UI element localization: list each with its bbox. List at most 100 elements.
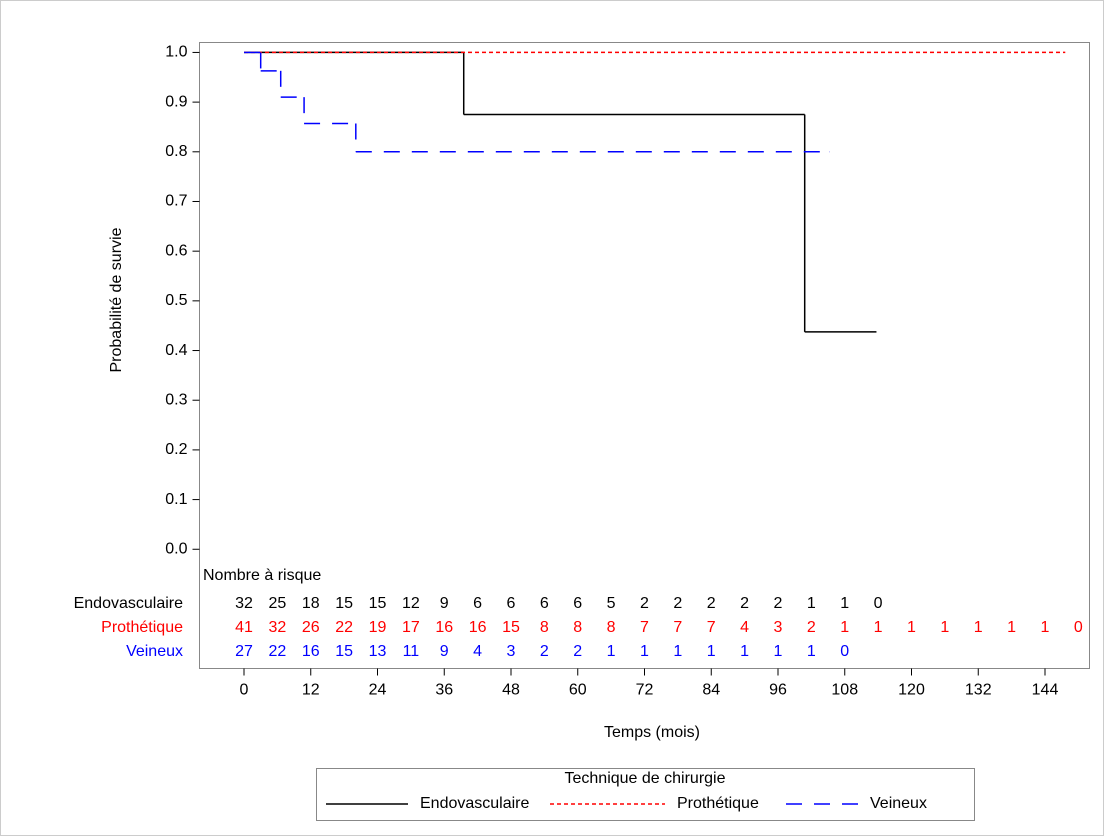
at-risk-count: 9 [440,595,449,612]
at-risk-count: 2 [774,595,783,612]
at-risk-count: 32 [235,595,253,612]
x-tick-label: 60 [569,682,587,699]
at-risk-count: 3 [774,619,783,636]
at-risk-count: 1 [707,643,716,660]
x-tick-label: 132 [965,682,992,699]
at-risk-count: 13 [369,643,387,660]
at-risk-count: 8 [573,619,582,636]
plot-frame [199,42,1090,669]
at-risk-count: 1 [640,643,649,660]
legend-label: Prothétique [677,795,759,812]
at-risk-count: 17 [402,619,420,636]
at-risk-count: 6 [473,595,482,612]
at-risk-row-label: Prothétique [101,619,183,636]
at-risk-count: 2 [740,595,749,612]
at-risk-count: 2 [807,619,816,636]
y-tick-label: 0.3 [165,391,187,408]
legend-title: Technique de chirurgie [565,770,726,787]
at-risk-count: 18 [302,595,320,612]
at-risk-count: 41 [235,619,253,636]
x-tick-label: 12 [302,682,320,699]
at-risk-count: 8 [607,619,616,636]
at-risk-count: 7 [640,619,649,636]
y-tick-label: 0.4 [165,342,187,359]
at-risk-count: 1 [840,619,849,636]
at-risk-count: 15 [369,595,387,612]
at-risk-count: 5 [607,595,616,612]
at-risk-count: 6 [573,595,582,612]
at-risk-count: 25 [268,595,286,612]
at-risk-count: 4 [473,643,482,660]
y-tick-label: 0.5 [165,292,187,309]
x-axis-label: Temps (mois) [604,724,700,741]
at-risk-count: 22 [335,619,353,636]
at-risk-count: 0 [1074,619,1083,636]
y-axis-label: Probabilité de survie [108,227,125,372]
at-risk-count: 1 [1041,619,1050,636]
at-risk-count: 4 [740,619,749,636]
at-risk-count: 15 [502,619,520,636]
legend-label: Endovasculaire [420,795,530,812]
at-risk-count: 9 [440,643,449,660]
x-tick-label: 48 [502,682,520,699]
x-tick-label: 108 [831,682,858,699]
x-tick-label: 0 [240,682,249,699]
x-tick-label: 144 [1032,682,1059,699]
at-risk-count: 27 [235,643,253,660]
legend-frame [316,768,975,821]
at-risk-count: 1 [974,619,983,636]
y-tick-label: 0.9 [165,93,187,110]
at-risk-count: 16 [302,643,320,660]
at-risk-count: 1 [907,619,916,636]
at-risk-count: 2 [640,595,649,612]
at-risk-count: 6 [507,595,516,612]
at-risk-count: 1 [840,595,849,612]
at-risk-count: 1 [774,643,783,660]
y-tick-label: 0.6 [165,242,187,259]
at-risk-count: 1 [1007,619,1016,636]
at-risk-count: 3 [507,643,516,660]
x-tick-label: 84 [702,682,720,699]
x-tick-label: 96 [769,682,787,699]
at-risk-row-label: Endovasculaire [74,595,184,612]
at-risk-count: 0 [840,643,849,660]
at-risk-count: 19 [369,619,387,636]
at-risk-count: 1 [740,643,749,660]
at-risk-count: 22 [268,643,286,660]
y-tick-label: 0.0 [165,540,187,557]
x-tick-label: 36 [435,682,453,699]
at-risk-count: 1 [607,643,616,660]
at-risk-count: 15 [335,643,353,660]
at-risk-count: 11 [403,643,420,660]
y-tick-label: 0.7 [165,193,187,210]
at-risk-count: 15 [335,595,353,612]
at-risk-count: 7 [673,619,682,636]
y-tick-label: 0.1 [165,491,187,508]
at-risk-count: 6 [540,595,549,612]
at-risk-count: 7 [707,619,716,636]
x-tick-label: 72 [636,682,654,699]
at-risk-count: 1 [673,643,682,660]
at-risk-count: 0 [874,595,883,612]
at-risk-count: 2 [707,595,716,612]
at-risk-count: 26 [302,619,320,636]
at-risk-row-label: Veineux [126,643,183,660]
at-risk-count: 12 [402,595,420,612]
at-risk-count: 1 [807,643,816,660]
x-tick-label: 24 [369,682,387,699]
at-risk-count: 1 [874,619,883,636]
legend-label: Veineux [870,795,927,812]
at-risk-count: 2 [673,595,682,612]
at-risk-title: Nombre à risque [203,567,321,584]
x-tick-label: 120 [898,682,925,699]
at-risk-count: 2 [573,643,582,660]
at-risk-count: 1 [807,595,816,612]
y-tick-label: 0.2 [165,441,187,458]
at-risk-count: 2 [540,643,549,660]
at-risk-count: 16 [469,619,487,636]
y-tick-label: 1.0 [165,44,187,61]
y-tick-label: 0.8 [165,143,187,160]
at-risk-count: 1 [940,619,949,636]
